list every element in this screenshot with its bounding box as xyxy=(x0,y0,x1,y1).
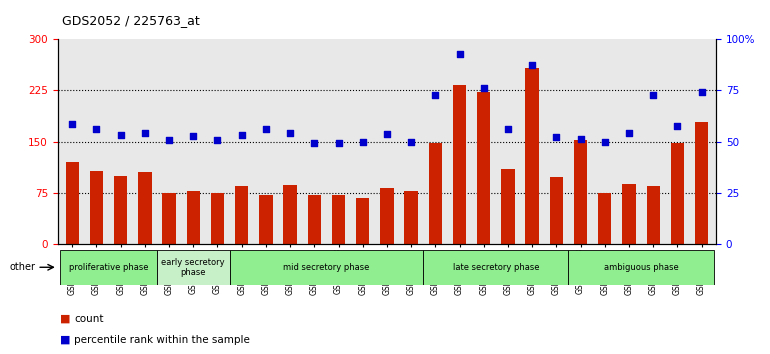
Bar xyxy=(157,250,229,285)
Bar xyxy=(550,177,563,244)
Bar xyxy=(235,186,249,244)
Point xyxy=(647,92,659,98)
Point xyxy=(405,139,417,145)
Point xyxy=(333,140,345,146)
Point xyxy=(429,92,441,98)
Bar xyxy=(356,198,370,244)
Bar xyxy=(332,195,345,244)
Bar xyxy=(308,195,321,244)
Bar xyxy=(695,122,708,244)
Point xyxy=(502,126,514,132)
Bar xyxy=(429,143,442,244)
Point xyxy=(671,123,684,129)
Point xyxy=(308,140,320,146)
Point xyxy=(139,130,151,136)
Point xyxy=(454,51,466,57)
Point xyxy=(211,137,223,143)
Text: percentile rank within the sample: percentile rank within the sample xyxy=(74,335,249,345)
Bar xyxy=(65,162,79,244)
Bar xyxy=(622,184,635,244)
Bar xyxy=(598,193,611,244)
Bar xyxy=(568,250,714,285)
Point xyxy=(259,126,272,132)
Bar xyxy=(211,193,224,244)
Bar xyxy=(404,191,418,244)
Bar xyxy=(114,176,127,244)
Bar xyxy=(671,143,684,244)
Bar xyxy=(90,171,103,244)
Point xyxy=(187,133,199,139)
Text: other: other xyxy=(10,262,36,272)
Point xyxy=(66,122,79,127)
Bar xyxy=(574,140,588,244)
Point xyxy=(163,137,176,142)
Text: ■: ■ xyxy=(60,314,71,324)
Bar xyxy=(477,92,490,244)
Point xyxy=(526,62,538,68)
Bar xyxy=(525,68,539,244)
Point xyxy=(695,90,708,95)
Text: early secretory
phase: early secretory phase xyxy=(162,258,225,277)
Text: GDS2052 / 225763_at: GDS2052 / 225763_at xyxy=(62,14,199,27)
Bar xyxy=(380,188,393,244)
Bar xyxy=(162,193,176,244)
Point xyxy=(90,126,102,132)
Text: late secretory phase: late secretory phase xyxy=(453,263,539,272)
Text: ambiguous phase: ambiguous phase xyxy=(604,263,678,272)
Point xyxy=(236,132,248,138)
Point xyxy=(623,131,635,136)
Point xyxy=(380,131,393,137)
Bar xyxy=(186,191,200,244)
Bar xyxy=(60,250,157,285)
Bar xyxy=(139,172,152,244)
Bar xyxy=(283,185,296,244)
Point xyxy=(598,139,611,145)
Point xyxy=(477,85,490,91)
Point xyxy=(115,132,127,138)
Text: proliferative phase: proliferative phase xyxy=(69,263,149,272)
Point xyxy=(284,131,296,136)
Bar xyxy=(259,195,273,244)
Text: count: count xyxy=(74,314,103,324)
Bar xyxy=(424,250,568,285)
Bar xyxy=(453,85,466,244)
Point xyxy=(551,135,563,140)
Text: ■: ■ xyxy=(60,335,71,345)
Point xyxy=(357,139,369,144)
Bar xyxy=(501,169,514,244)
Bar xyxy=(229,250,424,285)
Bar xyxy=(647,186,660,244)
Text: mid secretory phase: mid secretory phase xyxy=(283,263,370,272)
Point xyxy=(574,136,587,142)
